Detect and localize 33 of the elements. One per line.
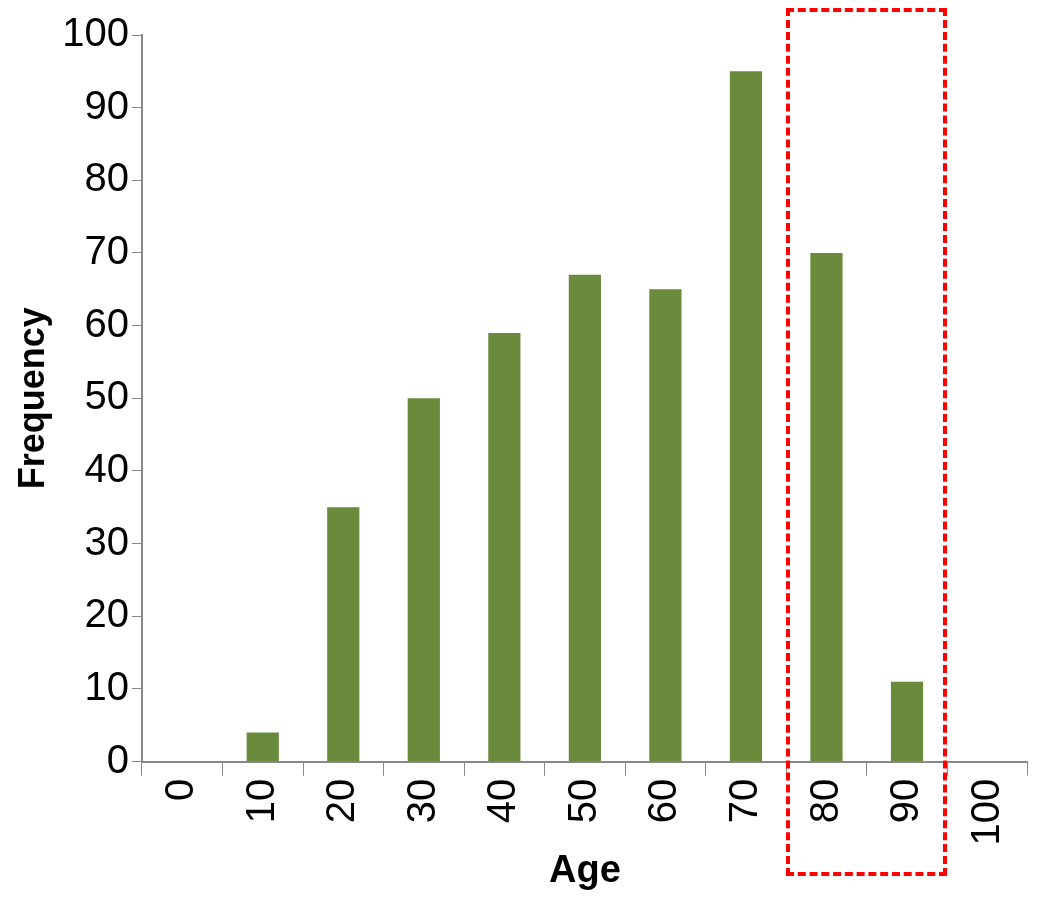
bar xyxy=(568,274,601,762)
x-tick-label: 70 xyxy=(720,778,765,824)
x-axis-title: Age xyxy=(548,847,621,890)
bar xyxy=(729,71,763,762)
y-axis-title: Frequency xyxy=(10,307,52,490)
y-tick-label: 80 xyxy=(84,155,129,200)
y-tick-label: 100 xyxy=(62,10,129,55)
x-tick-label: 80 xyxy=(801,778,846,824)
y-tick-label: 20 xyxy=(84,591,129,636)
y-tick-label: 10 xyxy=(84,664,129,709)
x-tick-label: 30 xyxy=(398,778,443,824)
x-tick-label: 100 xyxy=(962,778,1007,846)
bar xyxy=(407,398,440,762)
y-tick-label: 30 xyxy=(84,518,129,563)
y-tick-label: 0 xyxy=(106,736,129,781)
bar xyxy=(649,289,682,762)
bar xyxy=(246,732,279,762)
bar xyxy=(327,507,360,762)
bar xyxy=(488,332,521,762)
x-tick-label: 50 xyxy=(559,778,604,824)
x-tick-label: 10 xyxy=(237,778,282,824)
x-tick-label: 0 xyxy=(157,778,202,801)
y-tick-label: 40 xyxy=(84,446,129,491)
y-tick-label: 70 xyxy=(84,228,129,273)
y-tick-label: 60 xyxy=(84,300,129,345)
x-tick-label: 40 xyxy=(479,778,524,824)
x-tick-label: 90 xyxy=(882,778,927,824)
bar xyxy=(810,253,843,762)
y-tick-label: 90 xyxy=(84,82,129,127)
x-tick-label: 20 xyxy=(318,778,363,824)
x-tick-label: 60 xyxy=(640,778,685,824)
y-tick-label: 50 xyxy=(84,373,129,418)
bar xyxy=(890,681,924,762)
